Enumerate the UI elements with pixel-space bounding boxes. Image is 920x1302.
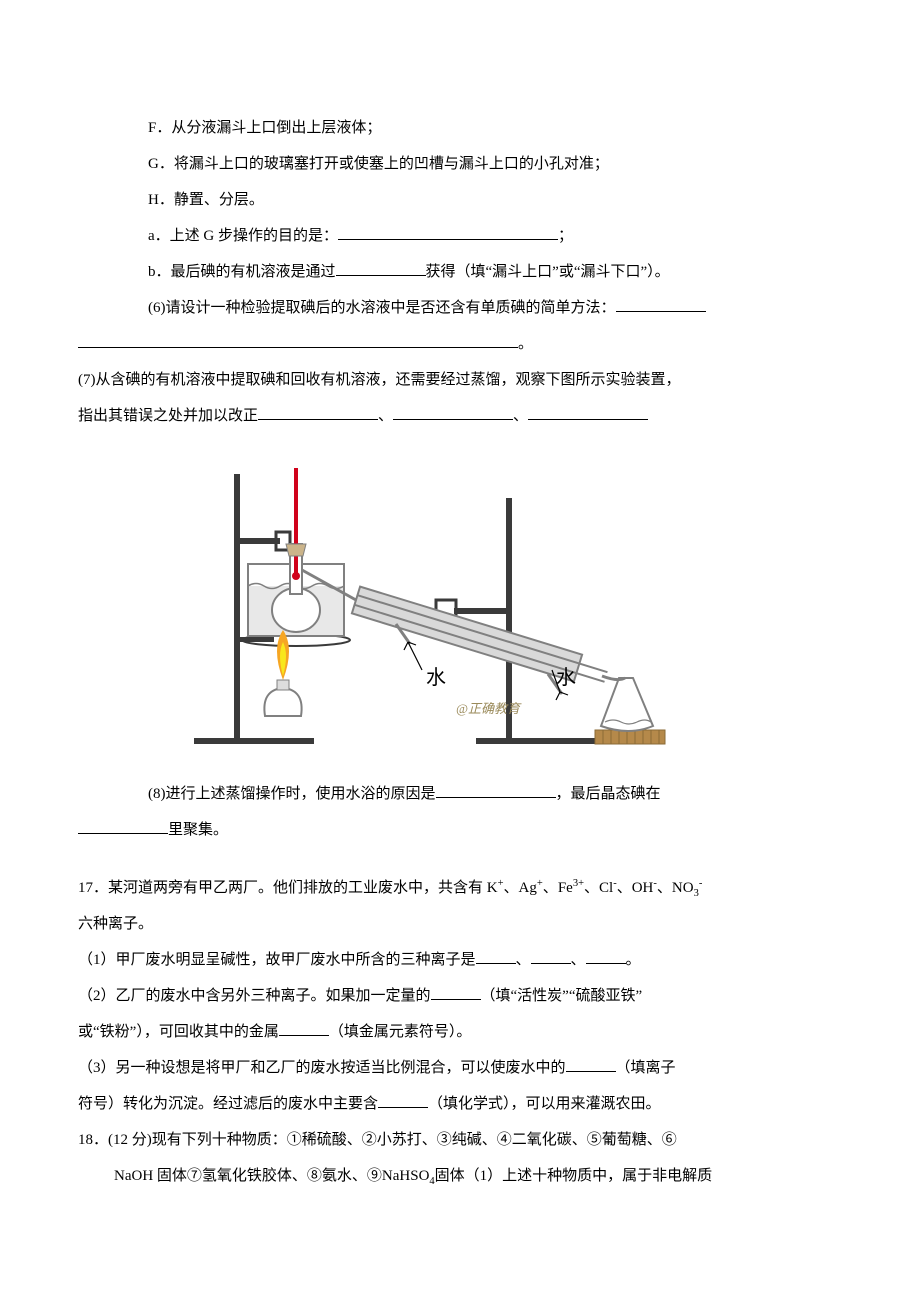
q8-suffix: 里聚集。: [168, 822, 228, 838]
sep: 、: [513, 408, 528, 424]
blank: [436, 782, 556, 798]
q18-line2: NaOH 固体⑦氢氧化铁胶体、⑧氨水、⑨NaHSO4固体（1）上述十种物质中，属…: [78, 1158, 842, 1194]
q17-2a-suffix: （填“活性炭”“硫酸亚铁”: [481, 988, 643, 1004]
q8-prefix: (8)进行上述蒸馏操作时，使用水浴的原因是: [148, 786, 436, 802]
blank: [338, 224, 558, 240]
ion-cl-sup: -: [613, 878, 617, 889]
q17-3a-prefix: （3）另一种设想是将甲厂和乙厂的废水按适当比例混合，可以使废水中的: [78, 1060, 566, 1076]
sub-a-prefix: a．上述 G 步操作的目的是：: [148, 228, 338, 244]
distillation-diagram: 水 水 @正确教育: [78, 438, 842, 772]
q17-3b: 符号）转化为沉淀。经过滤后的废水中主要含 （填化学式），可以用来灌溉农田。: [78, 1086, 842, 1122]
blank: [279, 1020, 329, 1036]
blank: [476, 948, 516, 964]
blank: [528, 404, 648, 420]
blank: [531, 948, 571, 964]
svg-text:@正确教育: @正确教育: [456, 701, 522, 716]
q18-line1: 18．(12 分)现有下列十种物质：①稀硫酸、②小苏打、③纯碱、④二氧化碳、⑤葡…: [78, 1122, 842, 1158]
q6: (6)请设计一种检验提取碘后的水溶液中是否还含有单质碘的简单方法：: [78, 290, 842, 326]
q7-prefix: 指出其错误之处并加以改正: [78, 408, 258, 424]
blank: [393, 404, 513, 420]
step-F: F．从分液漏斗上口倒出上层液体；: [78, 110, 842, 146]
q17-2b-suffix: （填金属元素符号）。: [329, 1024, 472, 1040]
q17-1-end: 。: [626, 952, 641, 968]
step-G: G．将漏斗上口的玻璃塞打开或使塞上的凹槽与漏斗上口的小孔对准；: [78, 146, 842, 182]
q6-prefix: (6)请设计一种检验提取碘后的水溶液中是否还含有单质碘的简单方法：: [148, 300, 616, 316]
q7-line2: 指出其错误之处并加以改正 、 、: [78, 398, 842, 434]
step-H: H．静置、分层。: [78, 182, 842, 218]
sub-a-suffix: ；: [558, 228, 573, 244]
blank: [616, 296, 706, 312]
q17-3b-prefix: 符号）转化为沉淀。经过滤后的废水中主要含: [78, 1096, 378, 1112]
q8-line2: 里聚集。: [78, 812, 842, 848]
q17-1-prefix: （1）甲厂废水明显呈碱性，故甲厂废水中所含的三种离子是: [78, 952, 476, 968]
ion-k-sup: +: [498, 878, 504, 889]
blank: [258, 404, 378, 420]
q17-2b: 或“铁粉”），可回收其中的金属 （填金属元素符号）。: [78, 1014, 842, 1050]
q17-2a-prefix: （2）乙厂的废水中含另外三种离子。如果加一定量的: [78, 988, 431, 1004]
q17-2a: （2）乙厂的废水中含另外三种离子。如果加一定量的 （填“活性炭”“硫酸亚铁”: [78, 978, 842, 1014]
q17-3a-suffix: （填离子: [616, 1060, 676, 1076]
blank: [431, 984, 481, 1000]
ion-ag: Ag: [519, 880, 537, 896]
sep: 、: [378, 408, 393, 424]
ion-ag-sup: +: [537, 878, 543, 889]
svg-text:水: 水: [556, 666, 576, 689]
spacer: [78, 848, 842, 870]
q7-line1: (7)从含碘的有机溶液中提取碘和回收有机溶液，还需要经过蒸馏，观察下图所示实验装…: [78, 362, 842, 398]
blank: [78, 332, 518, 348]
q17-intro: 17．某河道两旁有甲乙两厂。他们排放的工业废水中，共含有 K: [78, 880, 498, 896]
q17-1: （1）甲厂废水明显呈碱性，故甲厂废水中所含的三种离子是 、 、 。: [78, 942, 842, 978]
ion-oh-sup: -: [653, 878, 657, 889]
ion-oh: OH: [632, 880, 654, 896]
blank: [78, 818, 168, 834]
q8-mid: ，最后晶态碘在: [556, 786, 661, 802]
svg-text:水: 水: [426, 666, 446, 689]
ion-no3-sup: -: [699, 878, 703, 889]
sep: 、: [571, 952, 586, 968]
q17-line2: 六种离子。: [78, 906, 842, 942]
q17-2b-prefix: 或“铁粉”），可回收其中的金属: [78, 1024, 279, 1040]
q17-line1: 17．某河道两旁有甲乙两厂。他们排放的工业废水中，共含有 K+、Ag+、Fe3+…: [78, 870, 842, 906]
sep: 、: [516, 952, 531, 968]
distillation-svg: 水 水 @正确教育: [148, 438, 708, 758]
sub-b-prefix: b．最后碘的有机溶液是通过: [148, 264, 336, 280]
q17-3b-suffix: （填化学式），可以用来灌溉农田。: [428, 1096, 661, 1112]
ion-cl: Cl: [599, 880, 613, 896]
ion-fe: Fe: [558, 880, 573, 896]
q18b-tail: 固体（1）上述十种物质中，属于非电解质: [435, 1168, 713, 1184]
q6-cont: 。: [78, 326, 842, 362]
q8-line1: (8)进行上述蒸馏操作时，使用水浴的原因是 ，最后晶态碘在: [78, 776, 842, 812]
sub-a: a．上述 G 步操作的目的是： ；: [78, 218, 842, 254]
blank: [378, 1092, 428, 1108]
ion-fe-sup: 3+: [573, 878, 584, 889]
ion-no3-sub: 3: [694, 888, 699, 899]
sub-b-suffix: 获得（填“漏斗上口”或“漏斗下口”）。: [426, 264, 670, 280]
q6-end: 。: [518, 336, 533, 352]
blank: [586, 948, 626, 964]
q18b-text: NaOH 固体⑦氢氧化铁胶体、⑧氨水、⑨NaHSO: [114, 1168, 429, 1184]
q17-3a: （3）另一种设想是将甲厂和乙厂的废水按适当比例混合，可以使废水中的 （填离子: [78, 1050, 842, 1086]
blank: [566, 1056, 616, 1072]
ion-no3: NO: [672, 880, 694, 896]
blank: [336, 260, 426, 276]
sub-b: b．最后碘的有机溶液是通过 获得（填“漏斗上口”或“漏斗下口”）。: [78, 254, 842, 290]
